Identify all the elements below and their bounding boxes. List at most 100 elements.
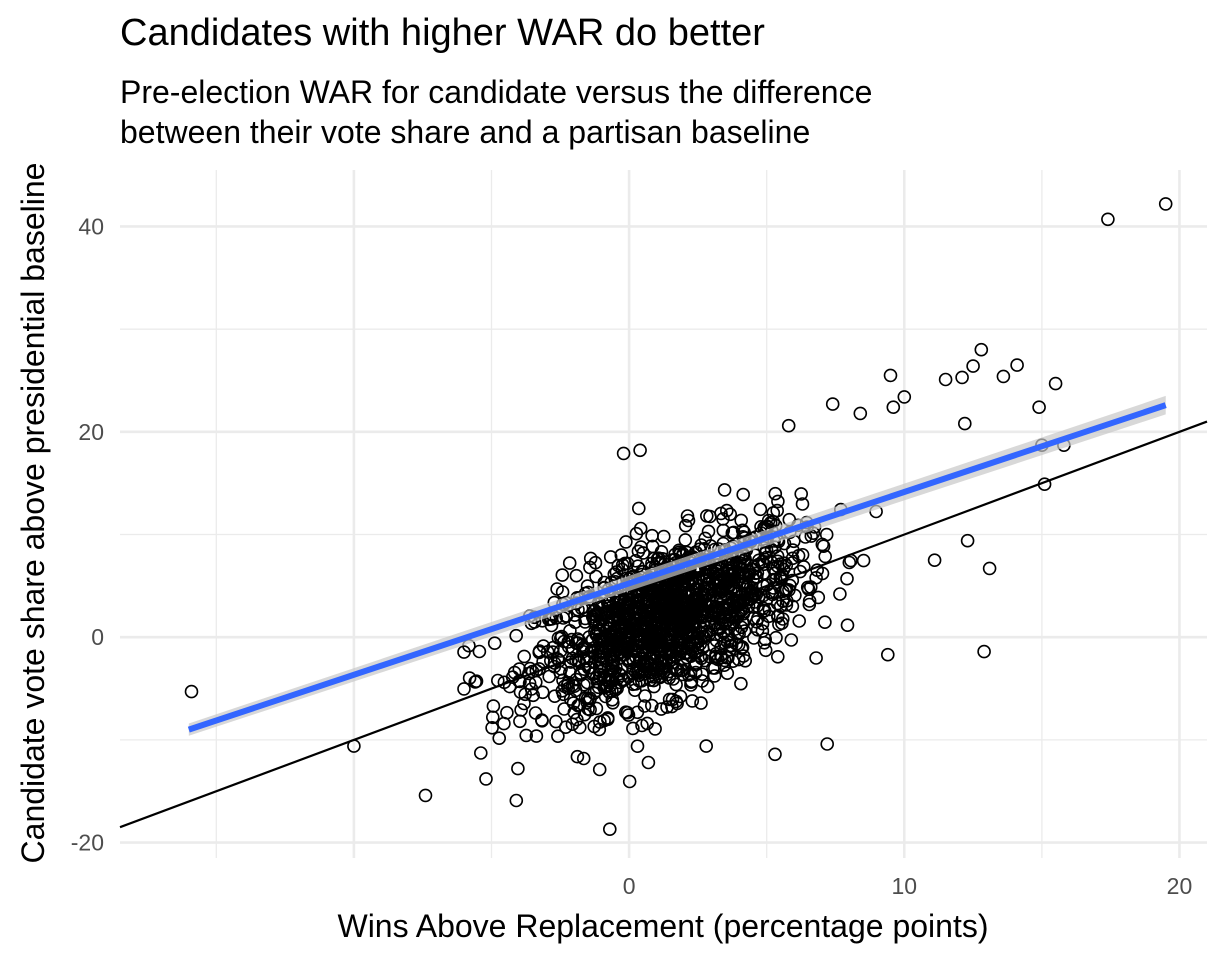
data-point	[505, 670, 520, 685]
data-point	[938, 372, 953, 387]
data-point	[562, 556, 577, 570]
data-point	[703, 564, 718, 578]
data-point	[462, 671, 477, 685]
data-point	[751, 590, 766, 604]
data-point	[646, 647, 661, 662]
data-point	[723, 507, 738, 522]
data-point	[717, 483, 732, 497]
data-point	[675, 574, 690, 589]
data-point	[625, 652, 640, 667]
data-point	[738, 552, 752, 566]
data-point	[565, 717, 580, 732]
data-point	[809, 651, 823, 665]
data-point	[719, 650, 734, 665]
data-point	[557, 634, 571, 649]
data-point	[756, 601, 771, 616]
data-point	[639, 654, 654, 669]
data-point	[883, 368, 898, 383]
data-point	[630, 739, 645, 754]
data-point	[685, 584, 700, 598]
data-point	[684, 675, 698, 690]
data-point	[974, 342, 989, 357]
data-point	[633, 443, 647, 458]
data-point	[570, 712, 584, 727]
data-point	[1010, 358, 1024, 372]
data-point	[960, 533, 975, 548]
y-axis-ticks: -20 0 20 40	[71, 213, 104, 855]
data-point	[551, 729, 565, 744]
data-point	[770, 503, 785, 518]
data-point	[716, 523, 731, 538]
data-point	[647, 673, 661, 688]
data-point	[632, 674, 647, 688]
data-point	[558, 720, 573, 735]
data-point	[770, 609, 785, 624]
data-point	[897, 390, 912, 404]
data-point	[534, 713, 549, 727]
data-point	[728, 600, 742, 615]
data-point	[840, 618, 855, 633]
data-point	[583, 551, 598, 566]
data-point	[620, 556, 635, 571]
data-point	[996, 369, 1011, 384]
data-point	[594, 641, 609, 655]
data-point	[648, 608, 663, 623]
data-point	[656, 529, 671, 544]
data-point	[511, 761, 525, 776]
data-point	[588, 613, 602, 627]
data-point	[785, 543, 800, 557]
data-point	[703, 509, 717, 524]
data-point	[1158, 197, 1173, 211]
data-point	[570, 749, 585, 764]
data-point	[618, 705, 633, 720]
data-point	[628, 553, 643, 568]
data-point	[856, 553, 871, 568]
data-point	[717, 653, 732, 668]
data-point	[651, 660, 666, 675]
data-point	[685, 694, 700, 708]
data-point	[592, 762, 607, 777]
data-point	[1101, 212, 1115, 227]
data-point	[758, 643, 773, 658]
data-point	[588, 603, 602, 618]
data-point	[553, 644, 568, 658]
data-point	[803, 580, 818, 594]
data-point	[955, 370, 969, 385]
data-point	[617, 673, 631, 688]
data-point	[766, 581, 781, 595]
data-point	[802, 597, 817, 612]
data-point	[628, 665, 643, 680]
data-point	[711, 610, 726, 625]
data-point	[564, 632, 579, 647]
data-point	[630, 639, 645, 654]
data-point	[184, 684, 199, 699]
data-point	[636, 617, 651, 632]
data-point	[487, 636, 502, 651]
data-point	[781, 418, 796, 433]
data-point	[589, 683, 604, 698]
data-point	[509, 793, 524, 808]
data-point	[544, 618, 559, 633]
data-point	[750, 566, 765, 580]
data-point	[1032, 400, 1046, 415]
data-point	[513, 685, 528, 699]
data-point	[698, 653, 712, 668]
data-point	[736, 487, 751, 502]
data-point	[840, 571, 854, 586]
data-point	[677, 608, 692, 623]
data-point	[603, 550, 618, 564]
data-point	[561, 681, 576, 696]
data-point	[927, 553, 942, 568]
data-point	[595, 632, 610, 647]
data-point	[779, 593, 794, 608]
data-point	[669, 677, 683, 692]
x-tick-label: 20	[1167, 873, 1193, 899]
data-point	[818, 549, 833, 564]
data-point	[745, 589, 759, 603]
data-point	[721, 563, 735, 577]
data-point	[578, 615, 592, 629]
data-point	[651, 626, 666, 641]
data-point	[776, 562, 791, 577]
data-point	[779, 598, 794, 612]
data-point	[669, 663, 683, 678]
